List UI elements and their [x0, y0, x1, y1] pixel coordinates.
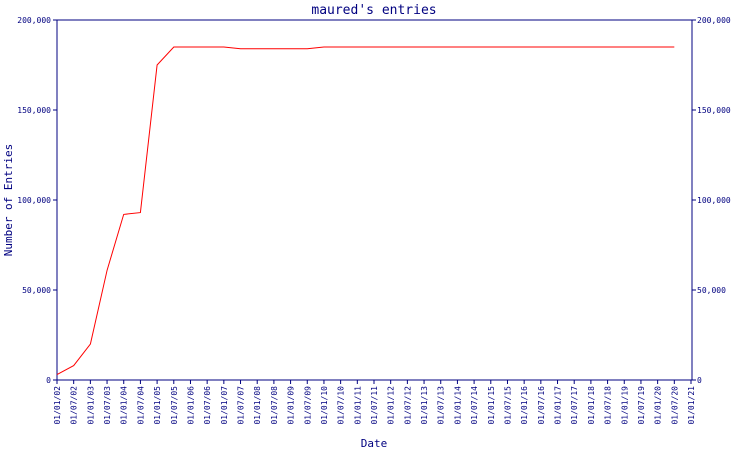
x-tick-label: 01/07/05	[170, 386, 179, 425]
x-tick-label: 01/01/10	[320, 386, 329, 425]
chart-title: maured's entries	[311, 3, 436, 18]
x-tick-label: 01/07/14	[470, 386, 479, 425]
x-tick-label: 01/01/14	[453, 386, 462, 425]
x-tick-label: 01/07/17	[570, 386, 579, 425]
y-tick-label: 150,000	[17, 106, 51, 115]
x-tick-label: 01/07/16	[537, 386, 546, 425]
x-tick-label: 01/07/20	[670, 386, 679, 425]
x-tick-label: 01/07/18	[604, 386, 613, 425]
x-tick-label: 01/07/07	[237, 386, 246, 425]
x-tick-label: 01/07/13	[437, 386, 446, 425]
y2-tick-label: 150,000	[697, 106, 731, 115]
x-tick-label: 01/01/16	[520, 386, 529, 425]
x-tick-label: 01/07/11	[370, 386, 379, 425]
x-tick-label: 01/01/02	[53, 386, 62, 425]
plot-frame	[56, 19, 693, 381]
x-tick-label: 01/07/15	[503, 386, 512, 425]
y2-tick-label: 200,000	[697, 16, 731, 25]
x-tick-label: 01/07/10	[337, 386, 346, 425]
x-tick-label: 01/01/12	[387, 386, 396, 425]
x-tick-label: 01/01/07	[220, 386, 229, 425]
x-tick-label: 01/07/06	[203, 386, 212, 425]
y2-tick-label: 0	[697, 376, 702, 385]
x-tick-label: 01/01/09	[287, 386, 296, 425]
x-axis-label: Date	[361, 437, 388, 450]
x-tick-label: 01/01/05	[153, 386, 162, 425]
x-tick-label: 01/01/03	[86, 386, 95, 425]
y-axis-label: Number of Entries	[2, 144, 15, 257]
x-tick-label: 01/01/18	[587, 386, 596, 425]
x-tick-label: 01/07/12	[403, 386, 412, 425]
x-tick-label: 01/01/13	[420, 386, 429, 425]
x-tick-label: 01/07/03	[103, 386, 112, 425]
x-tick-label: 01/01/17	[554, 386, 563, 425]
y2-tick-label: 50,000	[697, 286, 726, 295]
data-line	[56, 46, 675, 376]
x-tick-label: 01/01/21	[687, 386, 696, 425]
x-tick-label: 01/01/20	[654, 386, 663, 425]
x-tick-label: 01/01/19	[620, 386, 629, 425]
y-tick-label: 200,000	[17, 16, 51, 25]
x-tick-label: 01/07/02	[70, 386, 79, 425]
y-tick-label: 0	[46, 376, 51, 385]
x-tick-label: 01/01/15	[487, 386, 496, 425]
x-tick-label: 01/01/04	[120, 386, 129, 425]
x-tick-label: 01/01/08	[253, 386, 262, 425]
x-tick-label: 01/07/04	[136, 386, 145, 425]
x-tick-label: 01/07/19	[637, 386, 646, 425]
x-tick-label: 01/01/11	[353, 386, 362, 425]
x-tick-label: 01/07/09	[303, 386, 312, 425]
y-tick-label: 100,000	[17, 196, 51, 205]
y-tick-label: 50,000	[22, 286, 51, 295]
x-tick-label: 01/07/08	[270, 386, 279, 425]
x-tick-label: 01/01/06	[186, 386, 195, 425]
y2-tick-label: 100,000	[697, 196, 731, 205]
